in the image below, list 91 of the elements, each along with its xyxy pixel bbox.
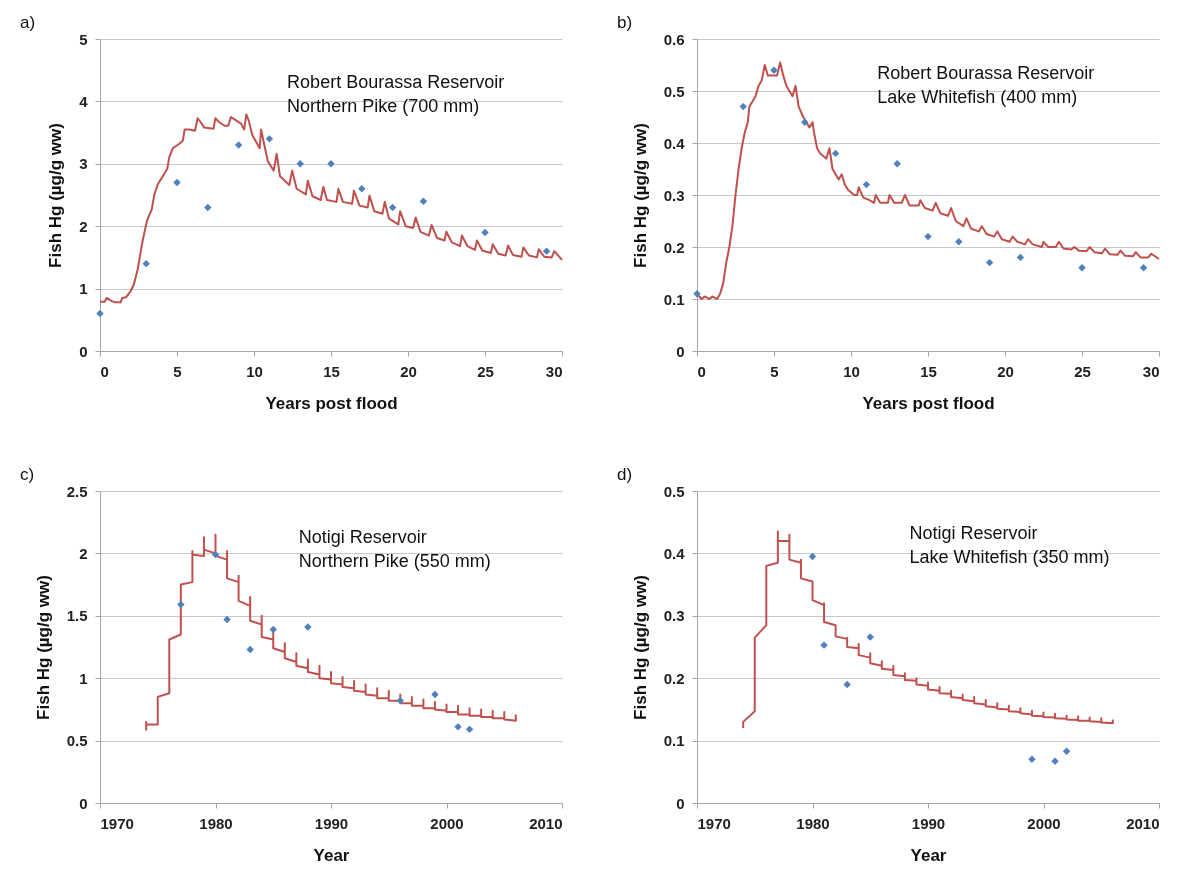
y-axis-title: Fish Hg (µg/g ww): [630, 575, 650, 720]
x-tick-label: 25: [1074, 362, 1091, 380]
annotation: Notigi Reservoir: [909, 522, 1038, 543]
y-tick-label: 0.3: [663, 186, 685, 204]
point: [542, 247, 551, 255]
point: [1016, 253, 1025, 262]
y-tick-label: 0.6: [663, 30, 685, 48]
y-tick-label: 0.1: [663, 290, 685, 308]
x-tick-label: 15: [920, 362, 937, 380]
x-tick-label: 10: [246, 362, 263, 380]
point: [985, 258, 994, 267]
point: [142, 259, 150, 268]
annotation: Notigi Reservoir: [298, 527, 427, 548]
point: [893, 160, 901, 168]
annotation: Robert Bourassa Reservoir: [877, 63, 1095, 84]
y-tick-label: 0.5: [66, 732, 88, 750]
point: [924, 232, 932, 241]
x-tick-label: 5: [173, 362, 182, 380]
y-tick-label: 2.5: [66, 482, 88, 500]
point: [204, 203, 212, 212]
y-axis-title: Fish Hg (µg/g ww): [46, 123, 66, 268]
y-tick-label: 2: [79, 217, 88, 235]
y-tick-label: 0.2: [663, 238, 685, 256]
y-tick-label: 3: [79, 155, 88, 173]
y-tick-label: 1.5: [66, 607, 88, 625]
y-tick-label: 0.1: [663, 732, 685, 750]
x-tick-label: 1970: [100, 814, 134, 832]
point: [831, 149, 840, 158]
x-tick-label: 10: [843, 362, 860, 380]
x-tick-label: 1980: [199, 814, 233, 832]
point: [96, 309, 104, 318]
x-axis-title: Years post flood: [265, 393, 398, 413]
point: [265, 135, 274, 143]
x-tick-label: 2010: [1126, 814, 1160, 832]
x-tick-label: 20: [400, 362, 417, 380]
annotation: Lake Whitefish (350 mm): [909, 546, 1110, 567]
y-tick-label: 0.4: [663, 544, 686, 562]
point: [296, 160, 304, 168]
x-tick-label: 30: [545, 362, 563, 380]
y-tick-label: 0: [79, 794, 88, 812]
point: [234, 141, 243, 149]
annotation: Northern Pike (700 mm): [287, 96, 480, 117]
point: [481, 228, 489, 237]
y-tick-label: 1: [79, 669, 88, 687]
annotation: Northern Pike (550 mm): [298, 551, 491, 572]
point: [419, 197, 428, 205]
point: [173, 178, 181, 187]
point: [862, 180, 871, 189]
x-axis-title: Year: [313, 845, 350, 865]
y-tick-label: 5: [79, 30, 88, 48]
y-tick-label: 1: [79, 280, 88, 298]
point: [801, 118, 809, 126]
x-tick-label: 1970: [697, 814, 731, 832]
y-axis-title: Fish Hg (µg/g ww): [630, 123, 650, 268]
x-tick-label: 2000: [430, 814, 464, 832]
point: [1139, 264, 1148, 272]
y-tick-label: 2: [79, 544, 88, 562]
x-tick-label: 5: [770, 362, 779, 380]
annotation: Lake Whitefish (400 mm): [877, 87, 1078, 108]
x-tick-label: 20: [997, 362, 1014, 380]
annotation: Robert Bourassa Reservoir: [287, 72, 505, 93]
x-tick-label: 25: [477, 362, 494, 380]
text: c): [20, 465, 35, 484]
y-axis-title: Fish Hg (µg/g ww): [33, 575, 53, 720]
y-tick-label: 0.4: [663, 134, 686, 152]
y-tick-label: 0.5: [663, 82, 685, 100]
x-axis-title: Year: [910, 845, 947, 865]
y-tick-label: 0.2: [663, 669, 685, 687]
point: [955, 238, 963, 246]
x-tick-label: 0: [100, 362, 109, 380]
x-tick-label: 1990: [911, 814, 946, 832]
x-tick-label: 30: [1142, 362, 1160, 380]
x-tick-label: 1980: [796, 814, 830, 832]
y-tick-label: 0: [676, 794, 685, 812]
x-tick-label: 2000: [1027, 814, 1061, 832]
x-tick-label: 0: [697, 362, 706, 380]
x-tick-label: 2010: [529, 814, 563, 832]
y-tick-label: 0.3: [663, 607, 685, 625]
y-tick-label: 4: [79, 92, 89, 110]
point: [739, 102, 747, 111]
text: b): [617, 13, 633, 32]
point: [388, 203, 397, 212]
y-tick-label: 0.5: [663, 482, 685, 500]
y-tick-label: 0: [79, 342, 88, 360]
y-tick-label: 0: [676, 342, 685, 360]
x-tick-label: 1990: [314, 814, 349, 832]
x-axis-title: Years post flood: [862, 393, 995, 413]
x-tick-label: 15: [323, 362, 340, 380]
point: [358, 185, 366, 193]
text: d): [617, 465, 633, 484]
text: a): [20, 13, 36, 32]
